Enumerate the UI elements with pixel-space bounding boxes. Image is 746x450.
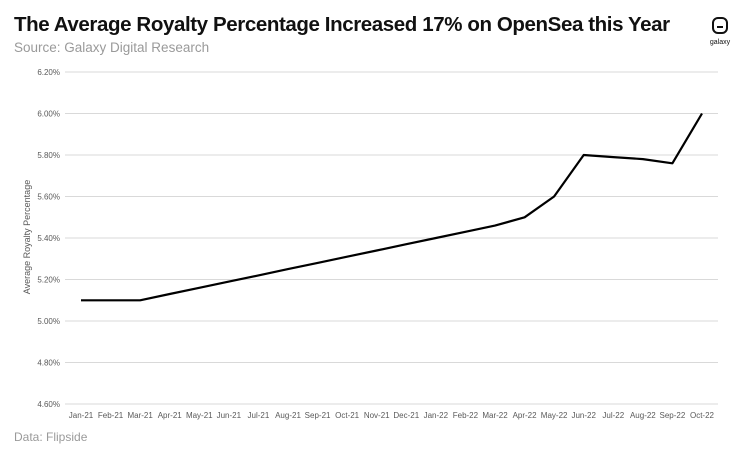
- x-tick-label: May-21: [186, 411, 213, 420]
- y-tick-label: 4.60%: [37, 400, 60, 409]
- y-tick-label: 5.40%: [37, 234, 60, 243]
- gridlines: [65, 71, 718, 405]
- y-axis-label: Average Royalty Percentage: [22, 180, 32, 294]
- x-tick-label: Aug-22: [630, 411, 656, 420]
- x-tick-label: Feb-21: [98, 411, 124, 420]
- y-tick-label: 5.00%: [37, 317, 60, 326]
- x-tick-label: Oct-22: [690, 411, 715, 420]
- galaxy-logo-icon: [712, 17, 728, 34]
- y-tick-label: 6.20%: [37, 68, 60, 77]
- y-axis-ticks: 4.60% 4.80% 5.00% 5.20% 5.40% 5.60% 5.80% 6.00%…: [37, 68, 60, 409]
- x-tick-label: Jan-22: [424, 411, 449, 420]
- x-tick-label: Jan-21: [69, 411, 94, 420]
- y-tick-label: 5.80%: [37, 151, 60, 160]
- chart-subtitle: Source: Galaxy Digital Research: [14, 40, 210, 55]
- x-tick-label: Feb-22: [453, 411, 479, 420]
- x-tick-label: Jun-21: [217, 411, 242, 420]
- x-tick-label: Mar-22: [482, 411, 508, 420]
- logo-text: galaxy: [709, 39, 731, 46]
- y-tick-label: 4.80%: [37, 359, 60, 368]
- chart-title: The Average Royalty Percentage Increased…: [14, 13, 670, 36]
- y-tick-label: 5.60%: [37, 193, 60, 202]
- x-tick-label: Sep-22: [660, 411, 686, 420]
- x-tick-label: May-22: [541, 411, 568, 420]
- y-tick-label: 6.00%: [37, 110, 60, 119]
- x-tick-label: Mar-21: [127, 411, 153, 420]
- x-tick-label: Apr-22: [513, 411, 538, 420]
- x-tick-label: Aug-21: [275, 411, 301, 420]
- x-tick-label: Sep-21: [305, 411, 331, 420]
- galaxy-logo: galaxy: [707, 17, 735, 53]
- x-tick-label: Nov-21: [364, 411, 390, 420]
- y-tick-label: 5.20%: [37, 276, 60, 285]
- x-tick-label: Jul-21: [248, 411, 270, 420]
- x-tick-label: Oct-21: [335, 411, 360, 420]
- x-tick-label: Jun-22: [571, 411, 596, 420]
- data-source-footer: Data: Flipside: [14, 430, 88, 444]
- x-tick-label: Dec-21: [393, 411, 419, 420]
- x-axis-ticks: Jan-21 Feb-21 Mar-21 Apr-21 May-21 Jun-21 Jul-…: [69, 411, 715, 420]
- series-line-average-royalty: [81, 112, 703, 302]
- x-tick-label: Jul-22: [602, 411, 624, 420]
- x-tick-label: Apr-21: [158, 411, 183, 420]
